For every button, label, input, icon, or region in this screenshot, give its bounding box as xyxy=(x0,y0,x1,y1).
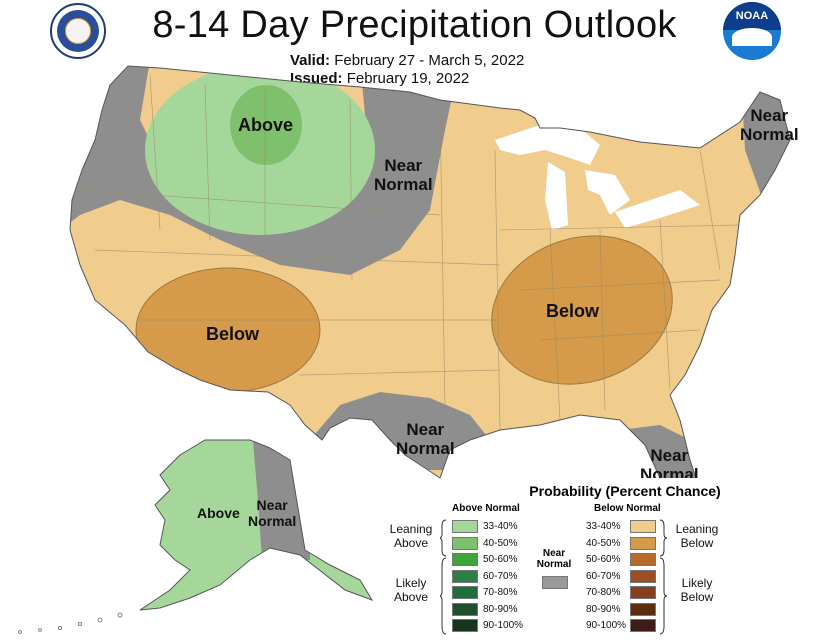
legend-likely-below-line2: Below xyxy=(680,590,714,604)
legend-below-swatch xyxy=(630,520,656,533)
legend-above-range: 50-60% xyxy=(483,554,518,565)
legend-likely-above-line2: Above xyxy=(393,590,429,604)
department-seal-logo xyxy=(50,3,106,59)
legend-likely-below-line1: Likely xyxy=(681,576,713,590)
legend-above-range: 90-100% xyxy=(483,620,524,631)
legend-below-range: 33-40% xyxy=(586,521,621,532)
label-near-north-line2: Normal xyxy=(374,175,433,194)
legend-near-header: Near Normal xyxy=(536,548,572,570)
label-near-texas: Near Normal xyxy=(396,420,455,458)
seal-eagle-icon xyxy=(65,18,91,44)
legend-above-swatch xyxy=(452,520,478,533)
legend-likely-above: Likely Above xyxy=(382,576,440,604)
legend-likely-below: Likely Below xyxy=(668,576,726,604)
legend-below-swatch xyxy=(630,536,656,550)
label-alaska-near-line1: Near xyxy=(256,497,288,513)
noaa-gull-icon xyxy=(732,28,772,46)
legend-leaning-below-line1: Leaning xyxy=(675,522,719,536)
legend-below-range: 50-60% xyxy=(586,554,621,565)
legend-leaning-below: Leaning Below xyxy=(668,522,726,550)
label-alaska-near: Near Normal xyxy=(248,497,296,529)
legend-leaning-above-line1: Leaning xyxy=(389,522,433,536)
valid-value: February 27 - March 5, 2022 xyxy=(334,52,525,69)
legend-below-swatch xyxy=(630,602,656,616)
noaa-logo-sky xyxy=(723,2,781,30)
legend-above-range: 40-50% xyxy=(483,537,518,549)
legend-below-range: 60-70% xyxy=(586,570,621,582)
legend-likely-above-line1: Likely xyxy=(395,576,427,590)
label-near-northeast-line1: Near xyxy=(750,106,789,125)
legend-above-swatch xyxy=(452,586,478,599)
page-title: 8-14 Day Precipitation Outlook xyxy=(152,4,677,46)
noaa-logo-text: NOAA xyxy=(735,10,769,22)
noaa-logo: NOAA xyxy=(723,2,781,60)
label-below-southeast: Below xyxy=(546,301,600,321)
legend-below-range: 90-100% xyxy=(586,620,627,631)
label-near-north-line1: Near xyxy=(384,156,423,175)
legend-below-range: 70-80% xyxy=(586,587,621,598)
legend-below-swatch xyxy=(630,569,656,583)
legend-near-swatch xyxy=(542,576,568,589)
label-above-northwest: Above xyxy=(238,115,294,135)
legend-below-swatch xyxy=(630,553,656,566)
legend-above-header: Above Normal xyxy=(452,503,520,514)
legend-above-swatch xyxy=(452,553,478,566)
alaska-outline xyxy=(139,439,374,611)
legend-below-range: 80-90% xyxy=(586,603,621,615)
legend-above-range: 80-90% xyxy=(483,603,518,615)
legend-leaning-above-line2: Above xyxy=(393,536,429,550)
label-near-northeast: Near Normal xyxy=(740,106,799,144)
label-near-north: Near Normal xyxy=(374,156,433,194)
label-near-northeast-line2: Normal xyxy=(740,125,799,144)
issued-value: February 19, 2022 xyxy=(346,70,470,87)
legend: Probability (Percent Chance) Above Norma… xyxy=(390,478,810,640)
legend-above-swatch xyxy=(452,569,478,583)
valid-label: Valid: xyxy=(290,52,331,69)
label-near-texas-line1: Near xyxy=(406,420,445,439)
legend-above-swatch xyxy=(452,602,478,616)
label-near-florida-line1: Near xyxy=(650,446,689,465)
legend-leaning-above: Leaning Above xyxy=(382,522,440,550)
label-alaska-above: Above xyxy=(197,505,240,521)
legend-above-range: 33-40% xyxy=(483,521,518,532)
legend-brackets xyxy=(440,519,668,635)
legend-above-swatch xyxy=(452,619,478,632)
label-below-southwest: Below xyxy=(206,324,260,344)
alaska-shading xyxy=(140,440,372,610)
label-alaska-near-line2: Normal xyxy=(248,513,297,529)
legend-below-swatch xyxy=(630,619,656,632)
label-near-texas-line2: Normal xyxy=(396,439,455,458)
legend-title: Probability (Percent Chance) xyxy=(529,483,721,499)
legend-below-header: Below Normal xyxy=(594,503,661,514)
legend-above-range: 60-70% xyxy=(483,570,518,582)
legend-above-swatch xyxy=(452,536,478,550)
legend-leaning-below-line2: Below xyxy=(680,536,714,550)
aleutian-islands xyxy=(18,612,123,634)
legend-below-swatch xyxy=(630,586,656,599)
legend-near-header-line1: Near xyxy=(542,548,566,559)
legend-near-header-line2: Normal xyxy=(536,559,572,570)
legend-below-range: 40-50% xyxy=(586,537,621,549)
legend-above-range: 70-80% xyxy=(483,587,518,598)
valid-row: Valid: February 27 - March 5, 2022 xyxy=(290,52,524,69)
